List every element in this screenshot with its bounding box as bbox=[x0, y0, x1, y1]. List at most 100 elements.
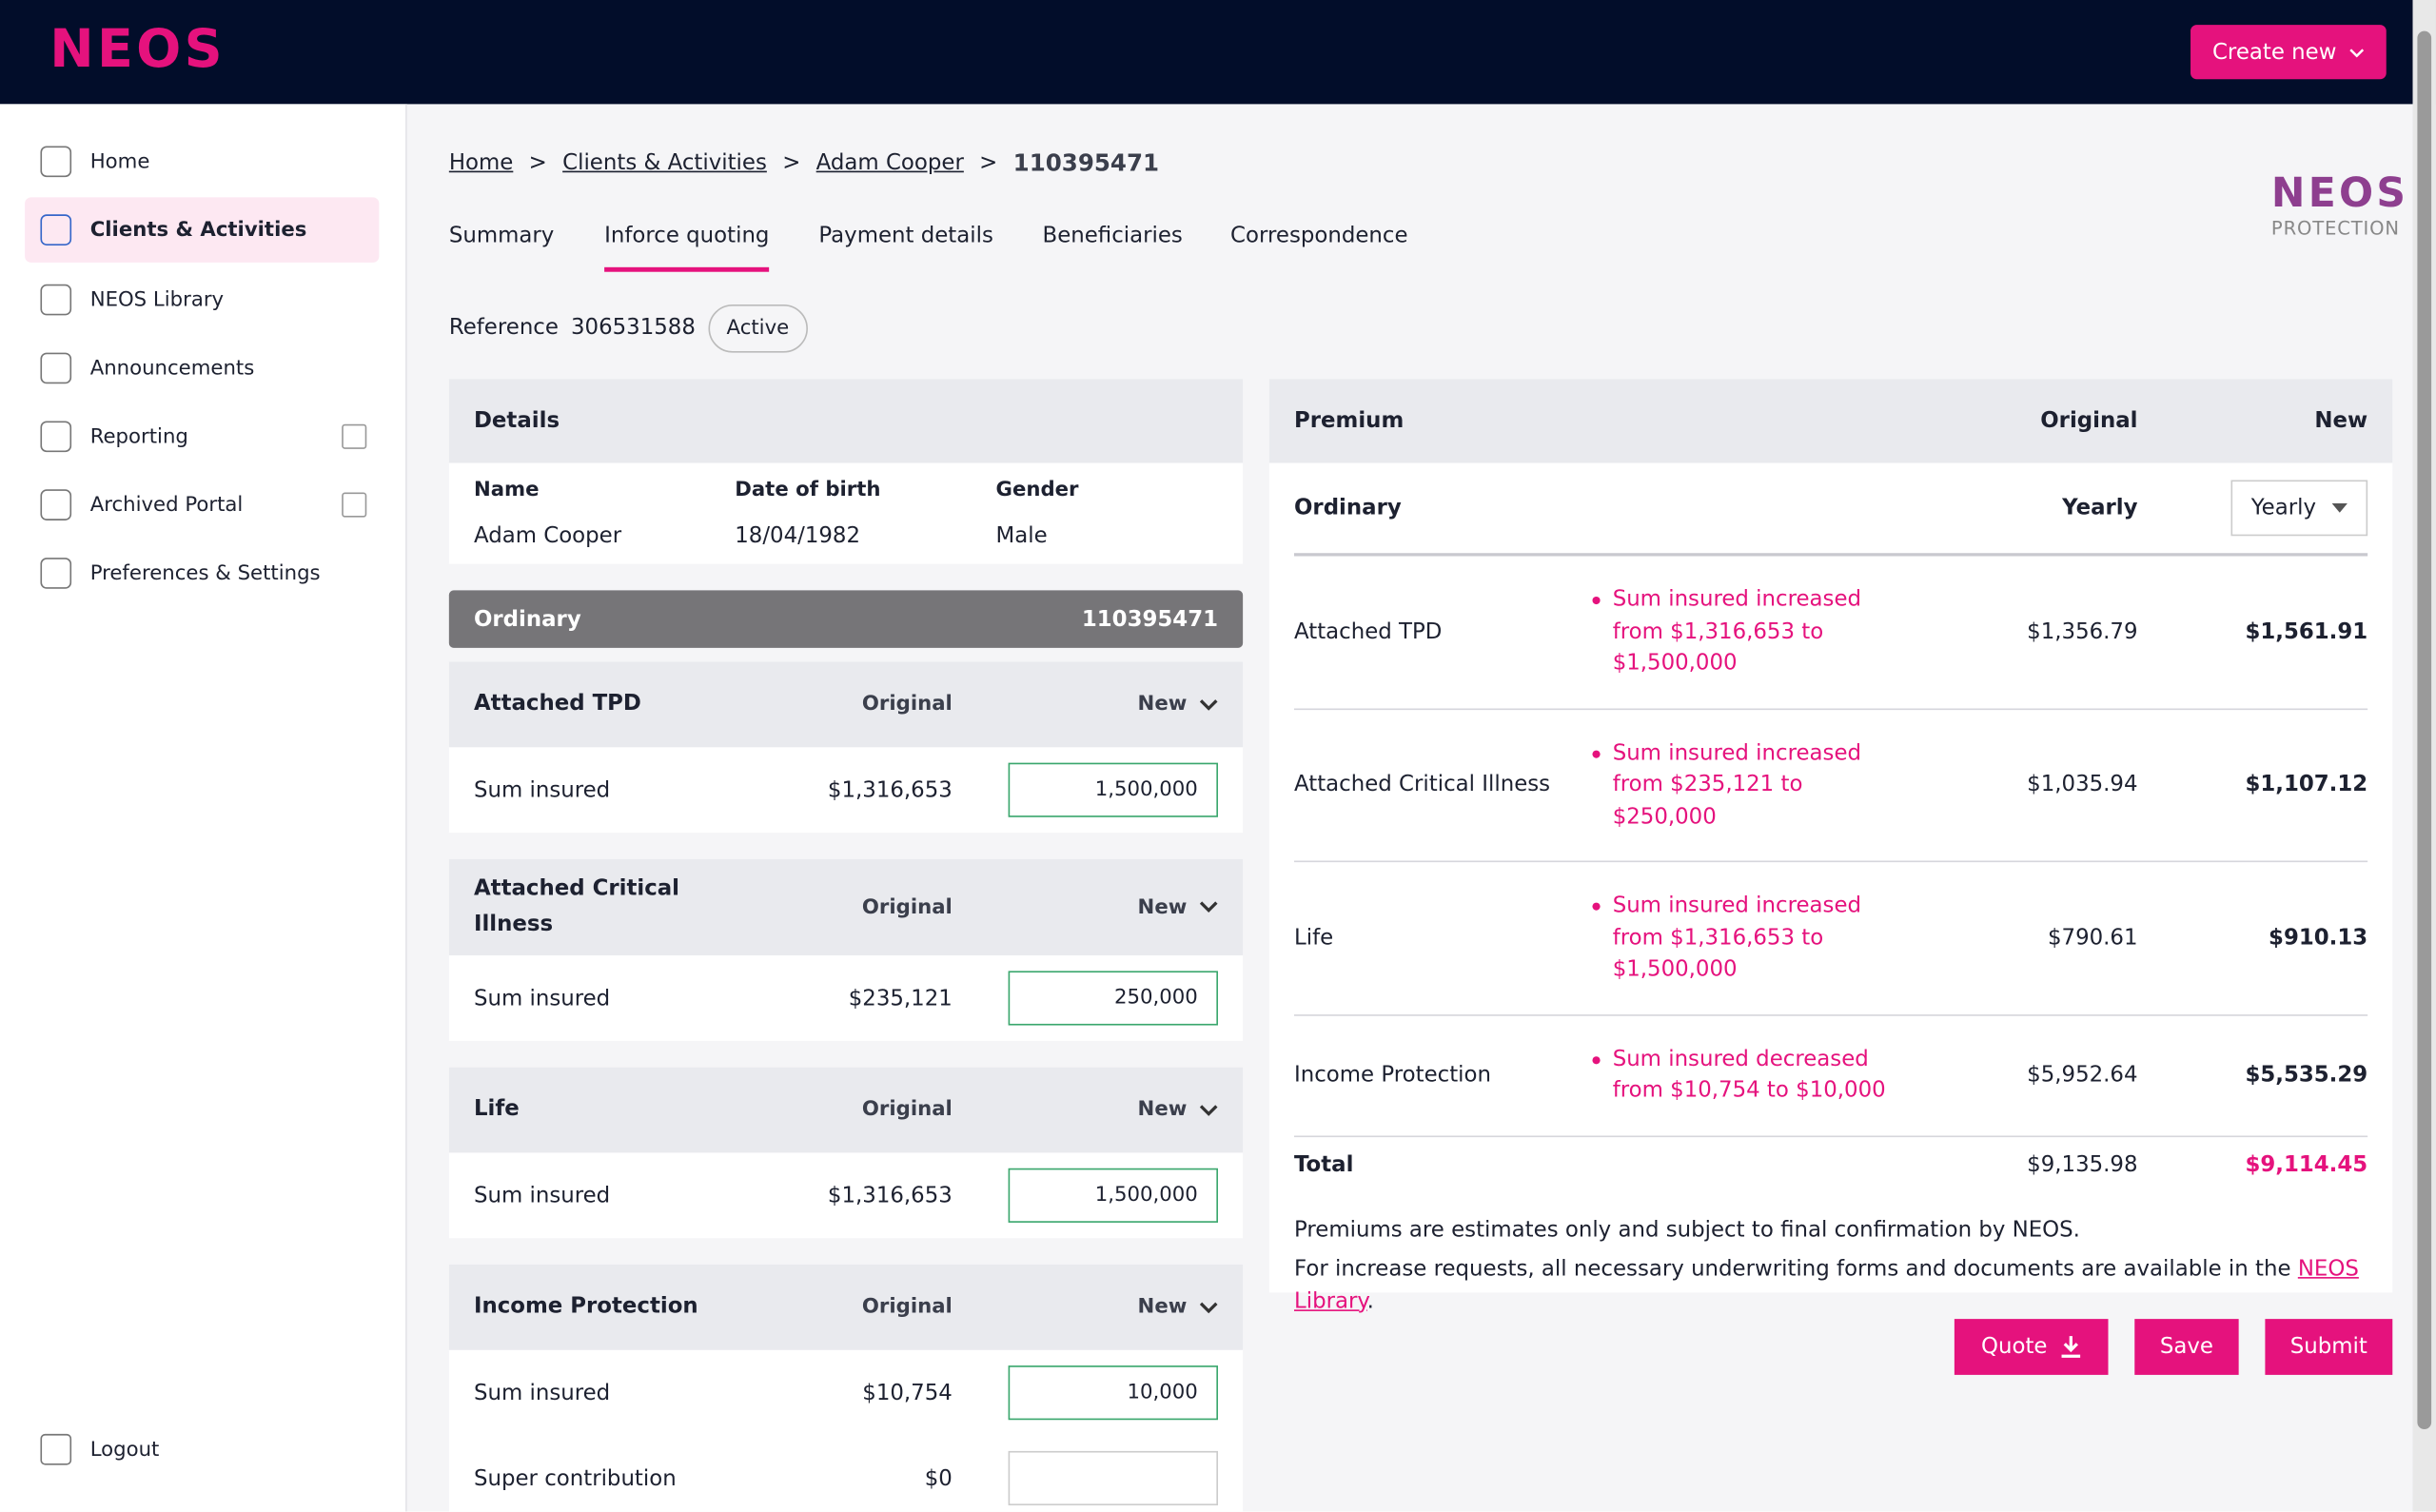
frequency-select[interactable]: Yearly bbox=[2230, 480, 2368, 537]
new-premium: $910.13 bbox=[2269, 925, 2368, 951]
library-note: For increase requests, all necessary und… bbox=[1293, 1255, 2291, 1282]
row-label: Sum insured bbox=[473, 1380, 611, 1405]
premium-row: Attached TPD Sum insured increased from $… bbox=[1293, 556, 2368, 710]
column-header: Original bbox=[861, 1295, 953, 1320]
new-input[interactable]: 1,500,000 bbox=[1008, 1168, 1218, 1223]
external-icon bbox=[342, 423, 367, 449]
logout[interactable]: Logout bbox=[25, 1417, 379, 1483]
new-toggle[interactable]: New bbox=[953, 1092, 1218, 1129]
nav-label: Preferences & Settings bbox=[89, 561, 321, 585]
original-premium: $1,035.94 bbox=[2027, 772, 2138, 797]
breadcrumb: Home > Clients & Activities > Adam Cooper >… bbox=[449, 149, 1159, 177]
original-value: $0 bbox=[924, 1465, 953, 1491]
logo[interactable]: NEOS bbox=[49, 18, 226, 81]
details-value: Male bbox=[995, 523, 1048, 549]
note-text: Sum insured increased from $1,316,653 to… bbox=[1612, 587, 1862, 677]
cover-header: Attached Critical Illness Original New bbox=[448, 858, 1244, 956]
tab[interactable]: Payment details bbox=[818, 224, 993, 249]
nav-icon bbox=[40, 489, 72, 520]
new-toggle[interactable]: New bbox=[953, 687, 1218, 723]
policy-number: 110395471 bbox=[1081, 606, 1218, 632]
bullet bbox=[1592, 1055, 1601, 1064]
breadcrumb-link[interactable]: Adam Cooper bbox=[815, 150, 964, 176]
cover-row: Sum insured $235,121 250,000 bbox=[449, 955, 1243, 1041]
new-premium: $5,535.29 bbox=[2245, 1062, 2368, 1088]
disclaimer: Premiums are estimates only and subject … bbox=[1293, 1217, 2080, 1243]
column-header: New bbox=[2314, 408, 2368, 434]
new-toggle[interactable]: New bbox=[953, 1289, 1218, 1325]
library-note-line: For increase requests, all necessary und… bbox=[1294, 1253, 2367, 1319]
chevron bbox=[1199, 1104, 1218, 1116]
new-input[interactable]: 1,500,000 bbox=[1008, 762, 1218, 817]
brand: NEOS PROTECTION bbox=[2271, 171, 2408, 240]
cover-block: Attached Critical Illness Original New Sum … bbox=[448, 858, 1244, 1041]
submit-button[interactable]: Submit bbox=[2265, 1319, 2393, 1375]
quote-button[interactable]: Quote bbox=[1954, 1319, 2109, 1375]
original-value: $1,316,653 bbox=[827, 1183, 953, 1208]
details-title: Details bbox=[448, 379, 1244, 463]
note-text: Sum insured increased from $235,121 to $… bbox=[1612, 739, 1862, 830]
nav-item[interactable]: Clients & Activities bbox=[25, 197, 380, 263]
reference-number: 306531588 bbox=[570, 315, 696, 341]
chevron bbox=[1199, 901, 1218, 913]
new-toggle[interactable]: New bbox=[953, 890, 1218, 926]
new-input[interactable]: 10,000 bbox=[1008, 1365, 1218, 1421]
nav-item[interactable]: Announcements bbox=[25, 336, 379, 402]
row-label: Sum insured bbox=[473, 1183, 611, 1208]
nav-item[interactable]: Archived Portal bbox=[25, 472, 379, 538]
details-header: Date of birth bbox=[735, 478, 881, 502]
top-bar: NEOS Create new bbox=[0, 0, 2436, 105]
total-original: $9,135.98 bbox=[2027, 1151, 2138, 1177]
chevron bbox=[1199, 1301, 1218, 1313]
nav-item[interactable]: Preferences & Settings bbox=[25, 540, 379, 606]
column-header: Original bbox=[861, 693, 953, 717]
row-label: Sum insured bbox=[473, 985, 611, 1011]
policy-bar: Ordinary 110395471 bbox=[448, 590, 1244, 648]
new-input[interactable] bbox=[1008, 1450, 1218, 1506]
cover-name: Attached TPD bbox=[1293, 619, 1443, 645]
library-link[interactable]: NEOS Library bbox=[1293, 1255, 2359, 1314]
breadcrumb-link[interactable]: Clients & Activities bbox=[562, 150, 767, 176]
tab[interactable]: Correspondence bbox=[1230, 224, 1408, 249]
nav-item[interactable]: Home bbox=[25, 129, 379, 195]
chevron bbox=[2349, 48, 2365, 57]
original-premium: $790.61 bbox=[2047, 925, 2138, 951]
nav-label: Logout bbox=[89, 1438, 160, 1462]
premium-header: Premium Original New bbox=[1268, 379, 2393, 463]
cover-header: Life Original New bbox=[448, 1067, 1244, 1153]
column-header: New bbox=[1137, 1098, 1188, 1122]
button-label: Submit bbox=[2289, 1334, 2367, 1360]
tab[interactable]: Inforce quoting bbox=[604, 224, 770, 272]
note-text: Sum insured decreased from $10,754 to $1… bbox=[1612, 1046, 1886, 1104]
create-new-button[interactable]: Create new bbox=[2190, 25, 2387, 80]
scroll-thumb[interactable] bbox=[2417, 30, 2432, 1430]
details-header: Name bbox=[473, 478, 540, 502]
period: . bbox=[1366, 1288, 1374, 1314]
download-icon bbox=[2061, 1336, 2080, 1358]
input-wrap: 250,000 bbox=[953, 971, 1218, 1026]
notes: Premiums are estimates only and subject … bbox=[1294, 1214, 2367, 1318]
new-input[interactable]: 250,000 bbox=[1008, 971, 1218, 1026]
nav-item[interactable]: NEOS Library bbox=[25, 267, 379, 333]
frequency: Yearly bbox=[2062, 495, 2138, 520]
button-label: Quote bbox=[1980, 1334, 2048, 1360]
cover-name: Life bbox=[473, 1096, 520, 1122]
original-value: $1,316,653 bbox=[827, 777, 953, 803]
cover-name: Attached TPD bbox=[473, 691, 641, 717]
scrollbar[interactable] bbox=[2412, 0, 2436, 1512]
cover-row: Sum insured $10,754 10,000 bbox=[449, 1350, 1243, 1436]
tab[interactable]: Summary bbox=[448, 224, 555, 249]
nav-label: NEOS Library bbox=[89, 287, 225, 312]
nav-icon bbox=[40, 352, 72, 384]
original-premium: $5,952.64 bbox=[2027, 1062, 2138, 1088]
details-value: Adam Cooper bbox=[473, 523, 622, 549]
select-value: Yearly bbox=[2250, 495, 2317, 520]
save-button[interactable]: Save bbox=[2134, 1319, 2239, 1375]
original-value: $235,121 bbox=[848, 985, 953, 1011]
breadcrumb-link[interactable]: Home bbox=[448, 150, 514, 176]
cover-block: Attached TPD Original New Sum insured $1,316… bbox=[448, 661, 1244, 834]
premium-panel: Premium Original New Ordinary Yearly Yea… bbox=[1268, 379, 2393, 1313]
nav-item[interactable]: Reporting bbox=[25, 403, 379, 469]
tab[interactable]: Beneficiaries bbox=[1042, 224, 1183, 249]
